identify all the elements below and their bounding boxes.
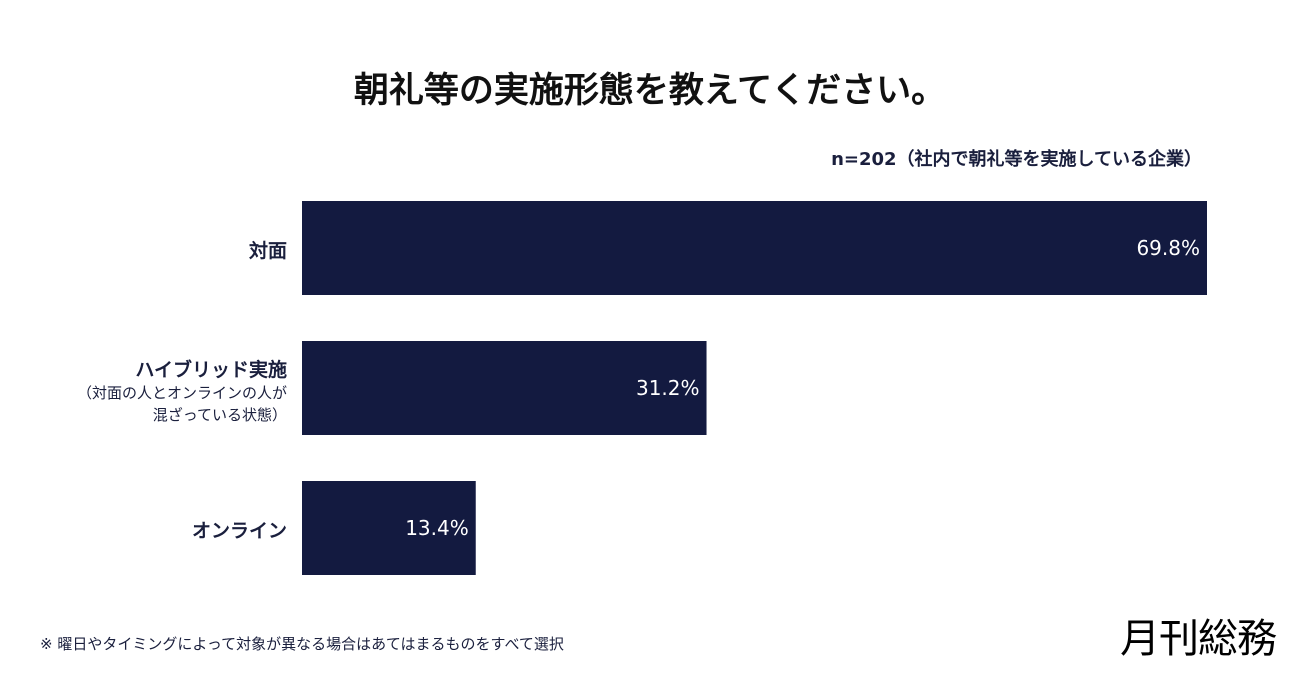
category-label-1: ハイブリッド実施 （対面の人とオンラインの人が 混ざっている状態）	[77, 355, 287, 426]
data-label-0: 69.8%	[1136, 236, 1200, 260]
bar-2	[302, 481, 476, 575]
bar-1	[302, 341, 707, 435]
category-label-text: オンライン	[191, 520, 287, 542]
sample-size-note: n=202（社内で朝礼等を実施している企業）	[831, 149, 1202, 170]
brand-logo: 月刊総務	[1120, 616, 1277, 662]
data-label-1: 31.2%	[636, 376, 700, 400]
category-sublabel-line-1: （対面の人とオンラインの人が	[76, 384, 287, 402]
data-label-2: 13.4%	[405, 516, 469, 540]
category-label-0: 対面	[249, 236, 287, 263]
bar-0	[302, 201, 1207, 295]
footnote: ※ 曜日やタイミングによって対象が異なる場合はあてはまるものをすべて選択	[40, 635, 564, 653]
chart-title: 朝礼等の実施形態を教えてください。	[353, 71, 947, 111]
category-sublabel-line-2: 混ざっている状態）	[152, 406, 287, 424]
category-label-text: ハイブリッド実施	[135, 359, 287, 381]
category-label-2: オンライン	[192, 516, 287, 543]
category-label-text: 対面	[248, 240, 287, 262]
